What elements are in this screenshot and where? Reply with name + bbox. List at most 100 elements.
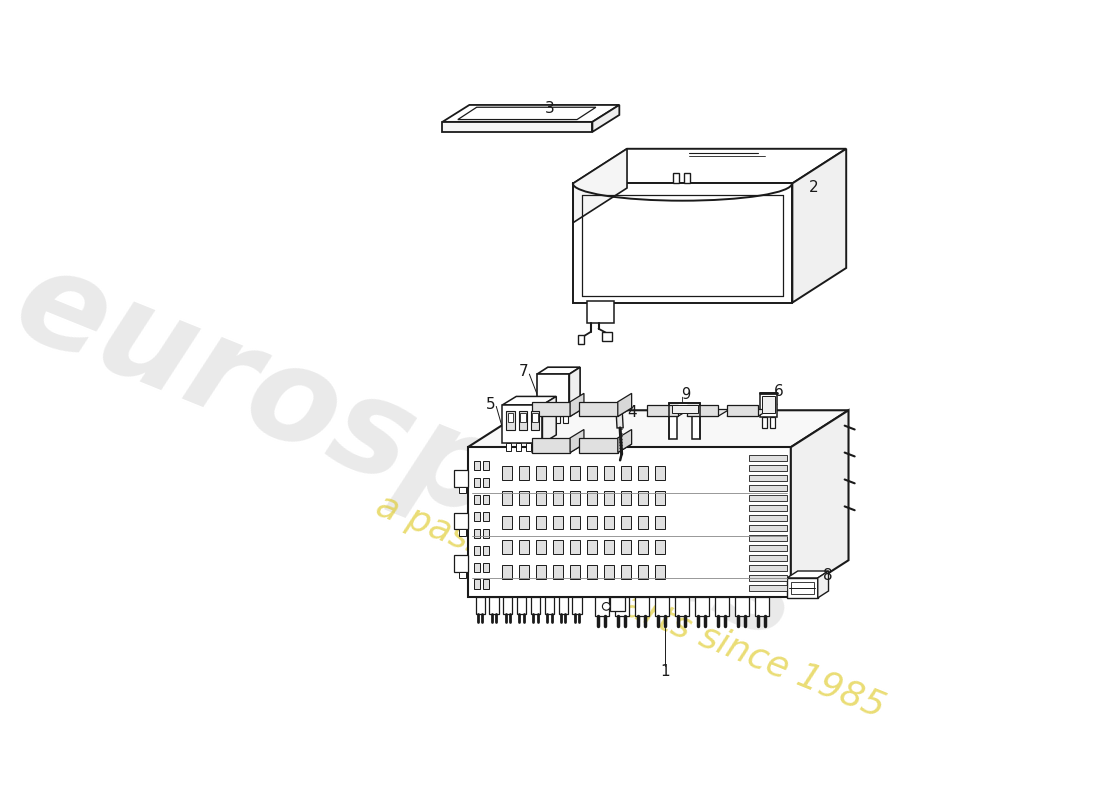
Bar [503,466,513,480]
Bar [503,491,513,505]
Bar [537,565,547,578]
Bar [638,491,648,505]
Polygon shape [580,444,631,453]
Bar [654,565,664,578]
Bar [553,565,563,578]
Bar [587,491,597,505]
Polygon shape [573,183,792,302]
Bar [620,516,631,530]
Bar [537,540,547,554]
Bar [483,478,490,487]
Bar [638,540,648,554]
Bar [638,466,648,480]
Bar [537,491,547,505]
Bar [748,565,786,571]
Polygon shape [578,335,584,344]
Text: 9: 9 [681,387,690,402]
Bar [563,414,568,423]
Bar [620,565,631,578]
Polygon shape [792,149,846,302]
Bar [506,411,515,430]
Bar [553,540,563,554]
Polygon shape [587,301,614,322]
Polygon shape [573,149,846,183]
Polygon shape [695,597,708,616]
Bar [587,565,597,578]
Polygon shape [537,374,570,414]
Bar [748,545,786,551]
Polygon shape [715,597,728,616]
Polygon shape [727,410,769,417]
Bar [483,562,490,572]
Bar [748,485,786,491]
Bar [748,515,786,521]
Text: 2: 2 [810,180,818,194]
Bar [748,505,786,511]
Bar [748,575,786,581]
Polygon shape [603,332,612,341]
Polygon shape [442,122,593,132]
Polygon shape [503,397,557,405]
Bar [748,525,786,531]
Bar [620,540,631,554]
Polygon shape [503,405,542,443]
Bar [459,572,466,578]
Text: 3: 3 [546,102,556,116]
Bar [604,466,614,480]
Bar [474,512,480,521]
Bar [672,405,697,413]
Polygon shape [490,597,498,614]
Bar [762,396,774,413]
Text: a passion for parts since 1985: a passion for parts since 1985 [372,488,890,724]
Bar [520,413,526,422]
Bar [503,516,513,530]
Polygon shape [580,438,618,453]
Bar [483,512,490,521]
Bar [748,455,786,461]
Bar [519,491,529,505]
Polygon shape [531,597,540,614]
Polygon shape [475,597,485,614]
Polygon shape [786,571,828,578]
Bar [540,414,544,423]
Bar [537,466,547,480]
Polygon shape [572,597,582,614]
Circle shape [603,602,611,610]
Text: 8: 8 [823,568,833,583]
Bar [654,491,664,505]
Bar [791,582,814,594]
Polygon shape [458,107,596,119]
Bar [474,529,480,538]
Polygon shape [468,410,848,447]
Bar [770,417,776,428]
Bar [516,443,521,451]
Bar [459,530,466,536]
Bar [748,535,786,541]
Bar [474,562,480,572]
Bar [548,414,552,423]
Polygon shape [735,597,748,616]
Polygon shape [537,367,580,374]
Bar [587,516,597,530]
Polygon shape [727,405,758,417]
Bar [604,491,614,505]
Text: 5: 5 [486,397,496,412]
Bar [748,495,786,501]
Polygon shape [616,414,624,428]
Bar [459,487,466,494]
Bar [506,443,510,451]
Polygon shape [688,410,729,417]
Polygon shape [755,597,769,616]
Bar [526,443,531,451]
Polygon shape [654,597,669,616]
Bar [519,540,529,554]
Polygon shape [593,105,619,132]
Bar [474,478,480,487]
Bar [553,491,563,505]
Polygon shape [580,402,618,417]
Bar [570,516,580,530]
Bar [519,516,529,530]
Bar [474,495,480,504]
Bar [587,466,597,480]
Polygon shape [786,578,817,598]
